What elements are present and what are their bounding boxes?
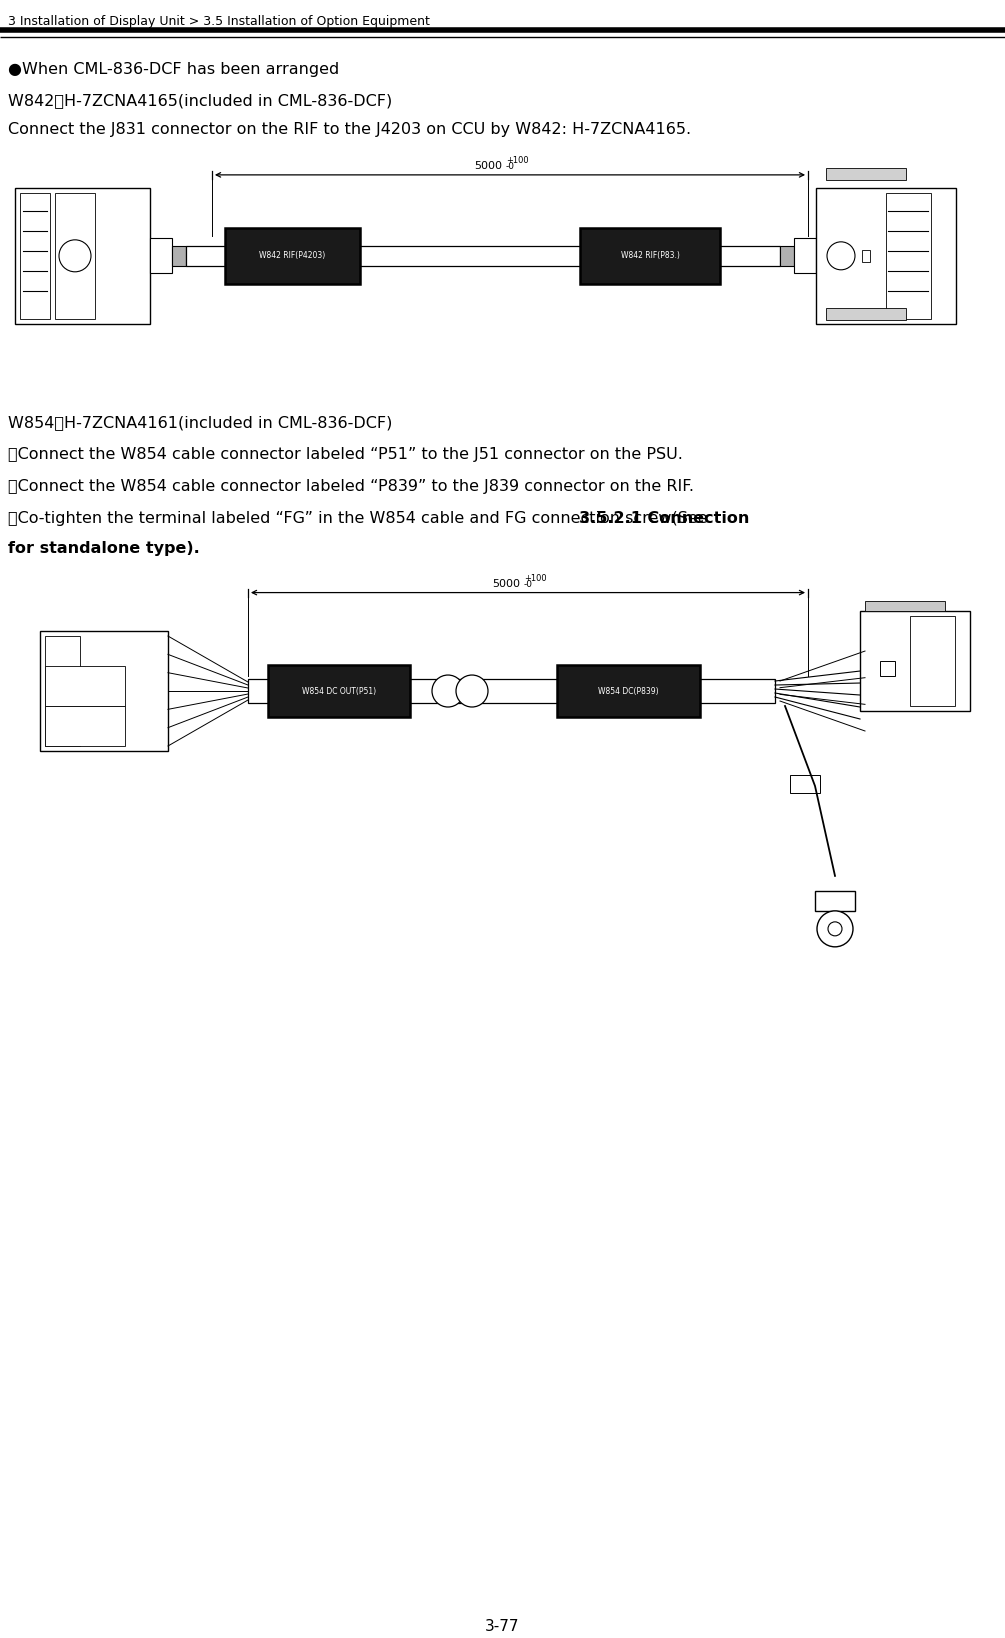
- Bar: [186, 246, 780, 265]
- Bar: [268, 665, 410, 717]
- Bar: [860, 611, 970, 711]
- Text: W842 RIF(P4203): W842 RIF(P4203): [259, 251, 326, 260]
- Circle shape: [828, 922, 842, 935]
- Bar: [886, 193, 931, 319]
- Text: 3-77: 3-77: [484, 1618, 520, 1633]
- Text: -0: -0: [524, 580, 533, 588]
- Text: 3 Installation of Display Unit > 3.5 Installation of Option Equipment: 3 Installation of Display Unit > 3.5 Ins…: [8, 15, 430, 28]
- Text: 5000: 5000: [492, 578, 520, 588]
- Bar: [172, 246, 186, 265]
- Bar: [816, 188, 956, 324]
- Bar: [45, 667, 125, 706]
- Text: W854：H-7ZCNA4161(included in CML-836-DCF): W854：H-7ZCNA4161(included in CML-836-DCF…: [8, 414, 392, 429]
- Bar: [780, 246, 794, 265]
- Text: W854 DC(P839): W854 DC(P839): [598, 686, 659, 696]
- Bar: [45, 706, 125, 745]
- Bar: [910, 616, 955, 706]
- Bar: [45, 636, 80, 745]
- Bar: [862, 251, 870, 262]
- Bar: [794, 239, 816, 274]
- Text: ・Connect the W854 cable connector labeled “P839” to the J839 connector on the RI: ・Connect the W854 cable connector labele…: [8, 478, 694, 493]
- Bar: [880, 662, 895, 676]
- Text: +100: +100: [524, 573, 547, 583]
- Bar: [20, 193, 50, 319]
- Text: W842：H-7ZCNA4165(included in CML-836-DCF): W842：H-7ZCNA4165(included in CML-836-DCF…: [8, 93, 392, 108]
- Text: -0: -0: [506, 162, 515, 170]
- Bar: [248, 680, 775, 703]
- Text: 3.5.2.1 Connection: 3.5.2.1 Connection: [579, 511, 750, 526]
- Text: W854 DC OUT(P51): W854 DC OUT(P51): [302, 686, 376, 696]
- Bar: [790, 775, 820, 793]
- Circle shape: [456, 675, 488, 708]
- Text: for standalone type).: for standalone type).: [8, 541, 200, 555]
- Bar: [826, 308, 906, 319]
- Bar: [580, 228, 720, 283]
- Text: ●When CML-836-DCF has been arranged: ●When CML-836-DCF has been arranged: [8, 62, 340, 77]
- Text: W842 RIF(P83.): W842 RIF(P83.): [620, 251, 679, 260]
- Text: Connect the J831 connector on the RIF to the J4203 on CCU by W842: H-7ZCNA4165.: Connect the J831 connector on the RIF to…: [8, 121, 691, 138]
- Bar: [865, 601, 945, 611]
- Bar: [55, 193, 95, 319]
- Circle shape: [432, 675, 464, 708]
- Bar: [815, 891, 855, 911]
- Bar: [557, 665, 700, 717]
- Bar: [85, 686, 99, 701]
- Circle shape: [817, 911, 853, 947]
- Text: ・Connect the W854 cable connector labeled “P51” to the J51 connector on the PSU.: ・Connect the W854 cable connector labele…: [8, 447, 682, 462]
- Bar: [826, 167, 906, 180]
- Text: 5000: 5000: [474, 161, 502, 170]
- Bar: [225, 228, 360, 283]
- Text: ・Co-tighten the terminal labeled “FG” in the W854 cable and FG connection screw(: ・Co-tighten the terminal labeled “FG” in…: [8, 511, 718, 526]
- Circle shape: [827, 242, 855, 270]
- Text: +100: +100: [506, 156, 529, 165]
- Bar: [150, 239, 172, 274]
- Circle shape: [59, 239, 91, 272]
- Bar: [15, 188, 150, 324]
- Bar: [40, 631, 168, 750]
